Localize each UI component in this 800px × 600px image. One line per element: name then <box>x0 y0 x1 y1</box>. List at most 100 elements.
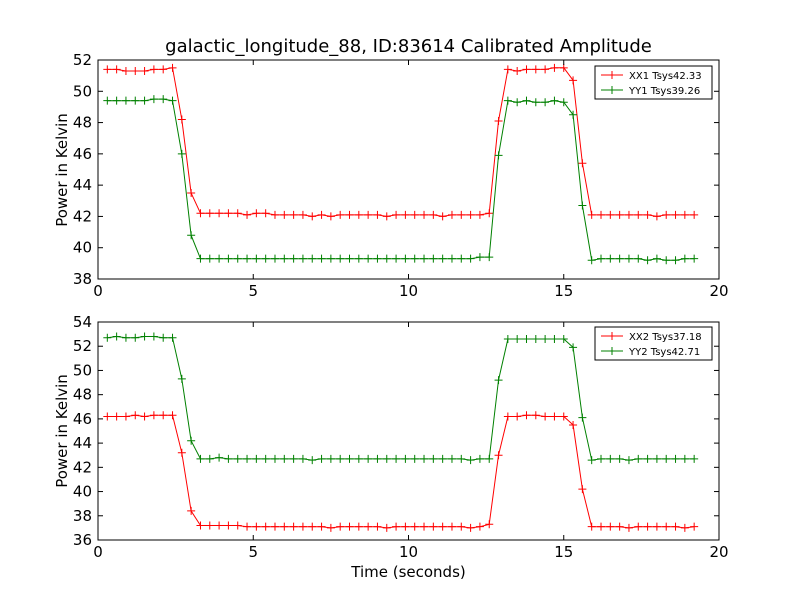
y-tick-label: 42 <box>73 207 92 225</box>
data-point <box>429 454 438 463</box>
data-point <box>149 411 158 420</box>
x-tick-label: 20 <box>709 543 728 561</box>
data-point <box>624 210 633 219</box>
data-point <box>587 456 596 465</box>
data-point <box>364 454 373 463</box>
data-point <box>587 210 596 219</box>
data-point <box>513 412 522 421</box>
data-point <box>634 522 643 531</box>
data-point <box>131 333 140 342</box>
legend-marker <box>608 71 616 79</box>
data-point <box>252 209 261 218</box>
data-point <box>243 522 252 531</box>
data-point <box>457 454 466 463</box>
data-point <box>159 65 168 74</box>
data-point <box>578 159 587 168</box>
data-point <box>121 96 130 105</box>
data-point <box>550 96 559 105</box>
series-line-1 <box>107 67 695 217</box>
data-point <box>187 436 196 445</box>
data-point <box>662 210 671 219</box>
y-tick-label: 40 <box>73 239 92 257</box>
data-point <box>336 254 345 263</box>
data-point <box>429 522 438 531</box>
x-tick-label: 20 <box>709 282 728 300</box>
data-point <box>308 522 317 531</box>
data-point <box>336 454 345 463</box>
data-point <box>131 411 140 420</box>
data-point <box>382 523 391 532</box>
data-point <box>531 411 540 420</box>
data-point <box>606 522 615 531</box>
data-point <box>587 522 596 531</box>
data-point <box>205 254 214 263</box>
data-point <box>364 254 373 263</box>
data-point <box>559 334 568 343</box>
data-point <box>615 522 624 531</box>
data-point <box>187 231 196 240</box>
data-point <box>187 506 196 515</box>
data-point <box>345 522 354 531</box>
data-point <box>531 98 540 107</box>
data-point <box>326 523 335 532</box>
data-point <box>457 254 466 263</box>
data-point <box>168 333 177 342</box>
data-point <box>550 412 559 421</box>
data-point <box>140 412 149 421</box>
data-point <box>205 209 214 218</box>
data-point <box>215 254 224 263</box>
data-point <box>606 454 615 463</box>
data-point <box>382 254 391 263</box>
data-point <box>643 522 652 531</box>
data-point <box>280 522 289 531</box>
data-point <box>587 256 596 265</box>
data-point <box>149 332 158 341</box>
data-point <box>438 254 447 263</box>
data-point <box>196 254 205 263</box>
data-point <box>252 522 261 531</box>
y-tick-label: 38 <box>73 507 92 525</box>
data-point <box>317 210 326 219</box>
data-point <box>662 454 671 463</box>
data-point <box>270 454 279 463</box>
data-point <box>215 209 224 218</box>
y-tick-label: 50 <box>73 361 92 379</box>
data-point <box>205 454 214 463</box>
data-point <box>429 210 438 219</box>
data-point <box>643 210 652 219</box>
data-point <box>326 254 335 263</box>
data-point <box>652 454 661 463</box>
legend-box <box>594 326 713 361</box>
x-tick-label: 0 <box>93 282 103 300</box>
data-point <box>187 188 196 197</box>
y-tick-label: 42 <box>73 458 92 476</box>
data-point <box>541 334 550 343</box>
data-point <box>652 212 661 221</box>
data-point <box>168 63 177 72</box>
data-point <box>149 65 158 74</box>
legend: XX2 Tsys37.18 YY2 Tsys42.71 <box>594 326 713 361</box>
data-point <box>373 454 382 463</box>
data-point <box>401 210 410 219</box>
y-tick-label: 52 <box>73 337 92 355</box>
data-point <box>345 210 354 219</box>
data-point <box>317 454 326 463</box>
data-point <box>624 456 633 465</box>
data-point <box>308 212 317 221</box>
data-point <box>475 210 484 219</box>
data-point <box>466 523 475 532</box>
data-point <box>671 522 680 531</box>
data-point <box>410 522 419 531</box>
data-point <box>634 454 643 463</box>
y-tick-label: 46 <box>73 145 92 163</box>
legend-label: YY2 Tsys42.71 <box>628 347 700 358</box>
data-point <box>485 454 494 463</box>
data-point <box>289 254 298 263</box>
data-point <box>690 210 699 219</box>
data-point <box>392 254 401 263</box>
data-point <box>578 485 587 494</box>
data-point <box>494 151 503 160</box>
data-point <box>401 454 410 463</box>
legend-marker <box>608 332 616 340</box>
x-tick-label: 15 <box>554 282 573 300</box>
